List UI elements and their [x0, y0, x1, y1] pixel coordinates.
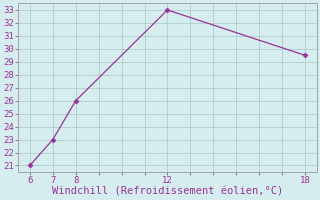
X-axis label: Windchill (Refroidissement éolien,°C): Windchill (Refroidissement éolien,°C): [52, 187, 283, 197]
